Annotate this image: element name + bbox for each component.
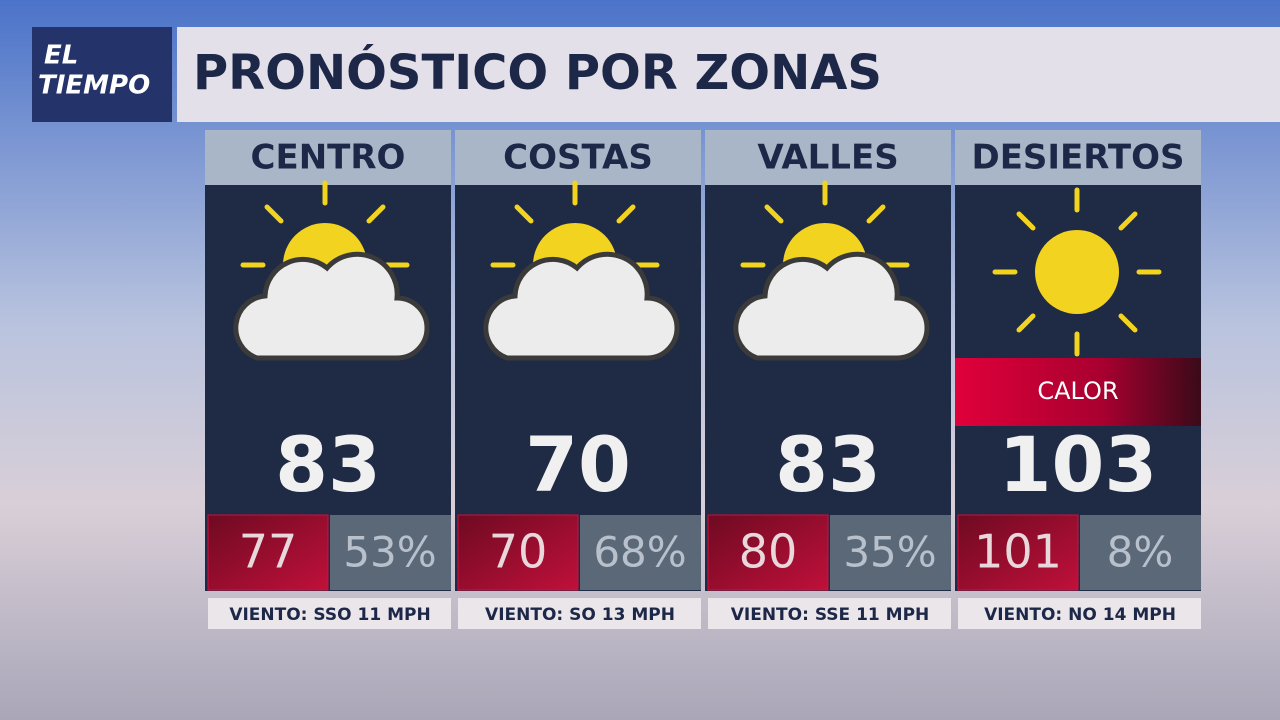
wind-strip: [958, 598, 1201, 629]
zone-name: COSTAS: [503, 138, 653, 178]
alert-bar: [955, 358, 1201, 426]
wind: VIENTO: SSE 11 MPH: [731, 605, 930, 625]
wind-strip: [208, 598, 451, 629]
wind: VIENTO: SO 13 MPH: [485, 605, 675, 625]
wind: VIENTO: NO 14 MPH: [984, 605, 1176, 625]
logo-text: TIEMPO: [38, 71, 150, 101]
zone-name: VALLES: [757, 138, 898, 178]
humidity: 8%: [1107, 528, 1174, 577]
logo-box: [32, 27, 172, 122]
feels-like-box: [457, 514, 579, 591]
zone-name: DESIERTOS: [971, 138, 1184, 178]
feels-like-box: [207, 514, 329, 591]
humidity: 35%: [843, 528, 936, 577]
feels-like-box: [957, 514, 1079, 591]
zone-name: CENTRO: [251, 138, 406, 178]
zone-header: [455, 130, 701, 185]
zone-header: [955, 130, 1201, 185]
zone-header: [205, 130, 451, 185]
temperature: 70: [525, 420, 631, 509]
wind-strip: [458, 598, 701, 629]
humidity: 53%: [343, 528, 436, 577]
feels-like: 70: [489, 525, 548, 579]
temperature: 83: [275, 420, 381, 509]
humidity-box: [580, 515, 701, 590]
temperature: 83: [775, 420, 881, 509]
wind: VIENTO: SSO 11 MPH: [229, 605, 430, 625]
feels-like: 77: [239, 525, 298, 579]
logo-text: EL: [44, 41, 78, 71]
humidity: 68%: [593, 528, 686, 577]
title-bar: [177, 27, 1280, 122]
title: PRONÓSTICO POR ZONAS: [193, 44, 882, 101]
zone-header: [705, 130, 951, 185]
temperature: 103: [999, 420, 1158, 509]
humidity-box: [330, 515, 451, 590]
humidity-box: [1080, 515, 1201, 590]
feels-like: 101: [974, 525, 1062, 579]
zones: CENTRO 83 77 53% VIENTO: SSO 11 MPH COSTAS 70 7…: [205, 130, 1201, 629]
humidity-box: [830, 515, 951, 590]
alert-text: CALOR: [1037, 377, 1118, 405]
feels-like-box: [707, 514, 829, 591]
feels-like: 80: [739, 525, 798, 579]
wind-strip: [708, 598, 951, 629]
